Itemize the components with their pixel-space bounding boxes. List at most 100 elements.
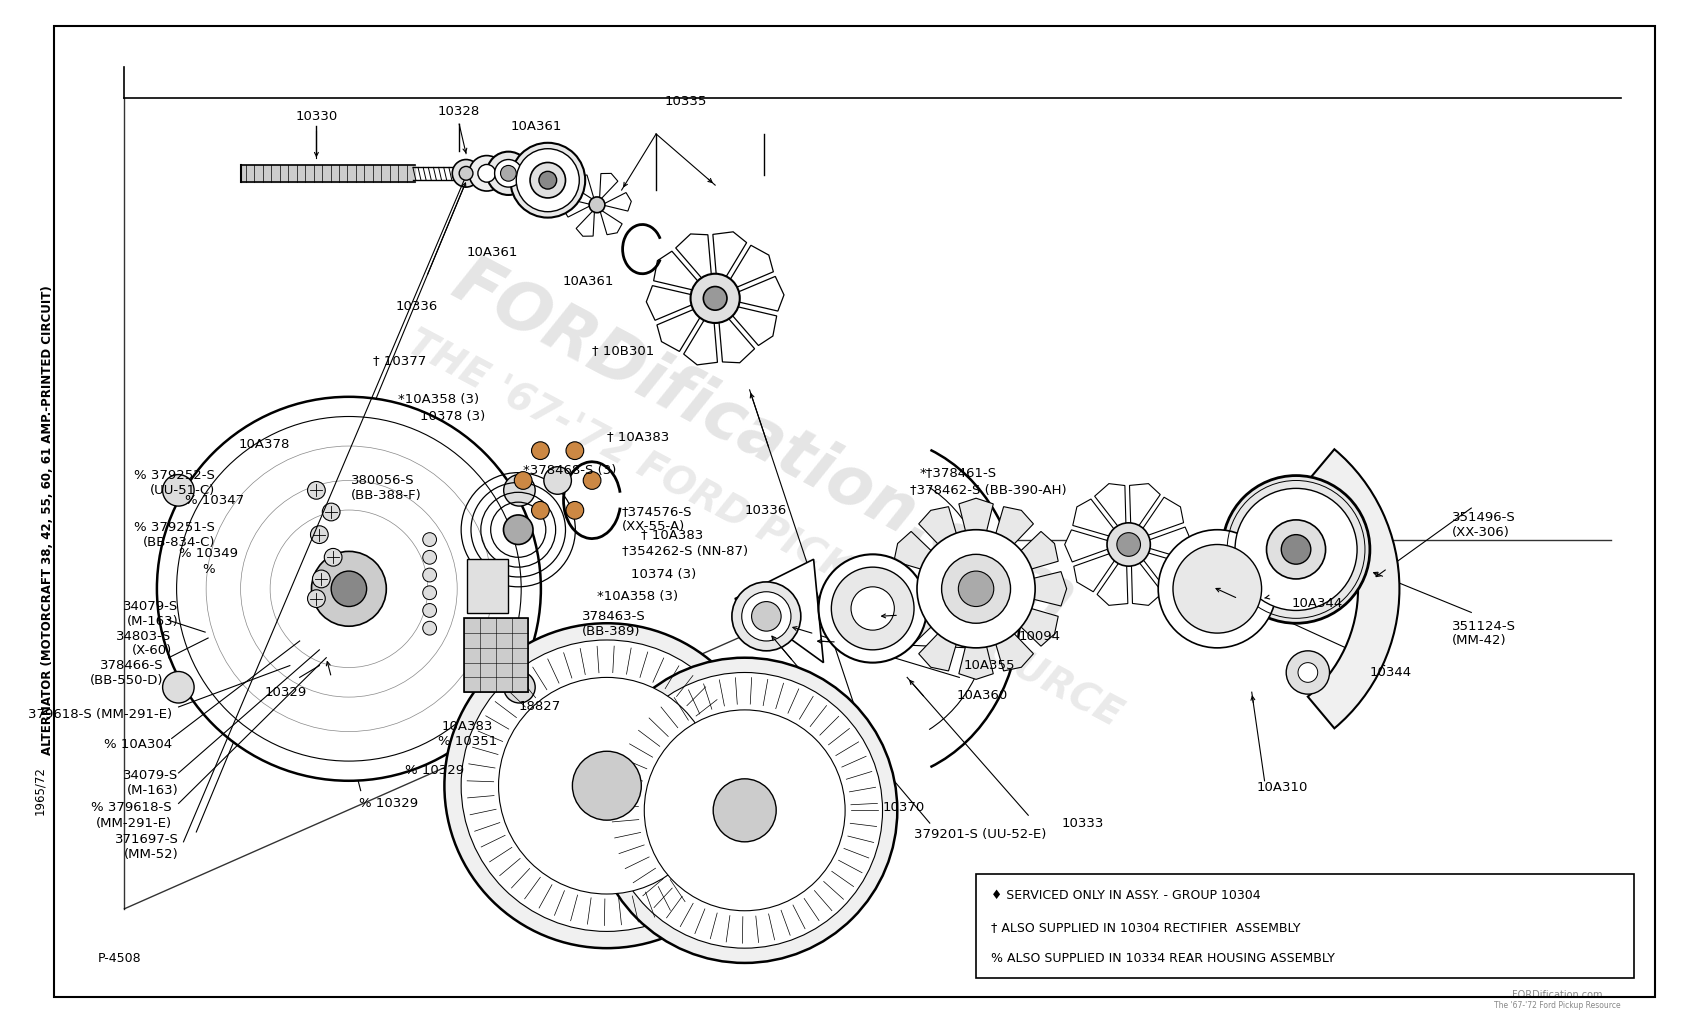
Polygon shape [893,531,964,582]
Text: 10A361: 10A361 [510,120,562,132]
Text: 10333: 10333 [1061,816,1103,829]
Text: 378466-S: 378466-S [101,659,163,672]
Circle shape [543,467,572,495]
Polygon shape [563,199,592,217]
Circle shape [422,586,437,600]
Text: FORDification.com: FORDification.com [1512,990,1603,1000]
Polygon shape [1135,549,1184,590]
Text: † 10377: † 10377 [372,354,426,367]
Polygon shape [1135,498,1184,540]
Text: 10330: 10330 [296,110,338,123]
Text: 351124-S: 351124-S [1452,620,1515,633]
Circle shape [532,441,550,460]
Text: The '67-'72 Ford Pickup Resource: The '67-'72 Ford Pickup Resource [1494,1000,1620,1010]
Circle shape [831,567,913,650]
Circle shape [752,601,780,631]
Circle shape [444,624,769,948]
Polygon shape [577,209,594,237]
Polygon shape [984,601,1033,671]
Circle shape [607,673,883,948]
Circle shape [486,152,530,195]
Circle shape [422,622,437,635]
Text: 10374 (3): 10374 (3) [631,567,696,581]
Circle shape [461,640,752,932]
Text: (XX-306): (XX-306) [1452,526,1509,540]
Text: % 379251-S: % 379251-S [135,521,215,535]
Circle shape [572,752,641,820]
Circle shape [742,592,791,641]
Text: 10A378: 10A378 [239,437,289,451]
Text: % 10347: % 10347 [185,494,244,507]
Text: †354262-S (NN-87): †354262-S (NN-87) [622,545,748,558]
Circle shape [311,551,387,627]
Polygon shape [683,306,718,365]
Text: P-4508: P-4508 [98,951,141,965]
Circle shape [422,532,437,547]
Text: 34803-S: 34803-S [116,630,172,642]
Polygon shape [885,571,962,606]
Text: 10A361: 10A361 [562,275,614,288]
Circle shape [325,549,341,566]
Polygon shape [1073,499,1122,540]
Circle shape [1117,532,1140,556]
Polygon shape [959,603,994,679]
Circle shape [503,672,535,703]
Polygon shape [1130,552,1162,605]
Circle shape [1172,545,1262,633]
Circle shape [1282,535,1310,564]
Circle shape [1299,663,1317,682]
Text: 379618-S (MM-291-E): 379618-S (MM-291-E) [27,709,172,721]
Text: 10094: 10094 [1018,630,1060,642]
Circle shape [422,550,437,564]
Circle shape [498,678,715,894]
Circle shape [732,582,801,651]
Text: † 10B301: † 10B301 [592,344,654,357]
Polygon shape [918,601,969,671]
Text: 10336: 10336 [745,504,787,516]
Text: 10329: 10329 [264,686,306,698]
Circle shape [819,554,927,663]
Text: 10A361: 10A361 [468,246,518,259]
Circle shape [452,160,479,187]
Circle shape [503,474,535,506]
Polygon shape [718,306,755,362]
Text: (BB-388-F): (BB-388-F) [352,488,422,502]
Circle shape [422,603,437,617]
Circle shape [331,571,367,606]
Text: 10A355: 10A355 [964,659,1014,672]
Circle shape [311,525,328,544]
Text: % 10349: % 10349 [178,547,237,560]
Polygon shape [722,246,774,294]
Text: % 10351: % 10351 [437,735,496,748]
Circle shape [530,163,565,198]
Text: 378463-S: 378463-S [582,610,646,623]
Text: (XX-55-A): (XX-55-A) [622,520,685,534]
Polygon shape [646,286,706,321]
Circle shape [1267,520,1325,579]
Text: 371697-S: 371697-S [114,834,178,847]
Text: *10A358 (3): *10A358 (3) [597,590,678,603]
Text: (MM-291-E): (MM-291-E) [96,816,172,829]
Text: 10336: 10336 [395,300,437,312]
Polygon shape [1065,529,1120,562]
Circle shape [917,529,1034,648]
Text: 10A383: 10A383 [441,720,493,733]
Circle shape [538,171,557,189]
Bar [468,559,508,613]
Circle shape [503,515,533,545]
Polygon shape [1130,483,1161,537]
Circle shape [177,417,521,761]
Circle shape [1159,529,1277,648]
Polygon shape [599,209,622,234]
Circle shape [313,570,330,588]
Polygon shape [989,531,1058,582]
Text: (M-163): (M-163) [126,784,178,797]
Polygon shape [959,499,994,574]
Circle shape [459,167,473,180]
Polygon shape [918,507,969,577]
Polygon shape [1095,483,1127,537]
Text: (M-163): (M-163) [126,614,178,628]
Circle shape [567,502,584,519]
Polygon shape [1137,527,1193,559]
Text: (X-60): (X-60) [131,644,172,657]
